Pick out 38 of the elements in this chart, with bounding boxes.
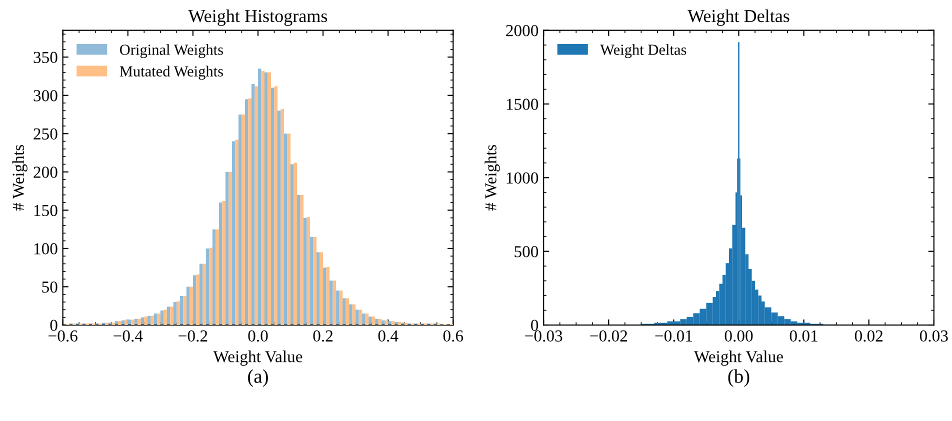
x-tick-label: −0.4 <box>114 330 143 342</box>
y-tick-label: 200 <box>34 166 58 178</box>
x-tick-label: 0.2 <box>313 330 333 342</box>
y-tick-label: 350 <box>34 52 58 64</box>
y-tick-label: 0 <box>50 320 58 331</box>
y-tick-label: 250 <box>34 128 58 140</box>
y-tick-label: 300 <box>34 90 58 102</box>
x-tick-label: 0.00 <box>724 330 753 342</box>
y-tick-label: 100 <box>34 243 58 254</box>
x-tick-label: 0.02 <box>854 330 883 342</box>
x-tick-label: −0.01 <box>655 330 692 342</box>
legend-label: Original Weights <box>120 44 223 58</box>
legend-label: Mutated Weights <box>120 66 223 80</box>
x-tick-label: 0.03 <box>920 330 948 342</box>
x-tick-label: 0.0 <box>248 330 268 342</box>
y-tick-label: 50 <box>42 281 58 293</box>
y-tick-label: 150 <box>34 204 58 216</box>
legend-label: Weight Deltas <box>600 44 686 58</box>
x-tick-label: 0.6 <box>443 330 464 342</box>
x-tick-label: −0.03 <box>525 330 562 342</box>
y-tick-label: 0 <box>531 320 538 331</box>
x-tick-label: 0.4 <box>378 330 398 342</box>
x-tick-label: −0.2 <box>178 330 208 342</box>
text: (a) <box>248 369 268 387</box>
y-tick-label: 1500 <box>506 98 538 110</box>
chart-title: Weight Histograms <box>188 9 328 26</box>
y-axis-title: # Weights <box>484 145 500 211</box>
x-tick-label: 0.01 <box>790 330 818 342</box>
y-tick-label: 1000 <box>506 172 538 184</box>
x-axis-title: Weight Value <box>694 350 783 366</box>
x-tick-label: −0.6 <box>48 330 78 342</box>
text: (b) <box>728 369 750 387</box>
y-tick-label: 2000 <box>506 25 538 36</box>
y-tick-label: 500 <box>514 246 538 258</box>
chart-title: Weight Deltas <box>688 9 790 26</box>
y-axis-title: # Weights <box>12 145 28 211</box>
x-tick-label: −0.02 <box>590 330 628 342</box>
x-axis-title: Weight Value <box>213 350 302 366</box>
